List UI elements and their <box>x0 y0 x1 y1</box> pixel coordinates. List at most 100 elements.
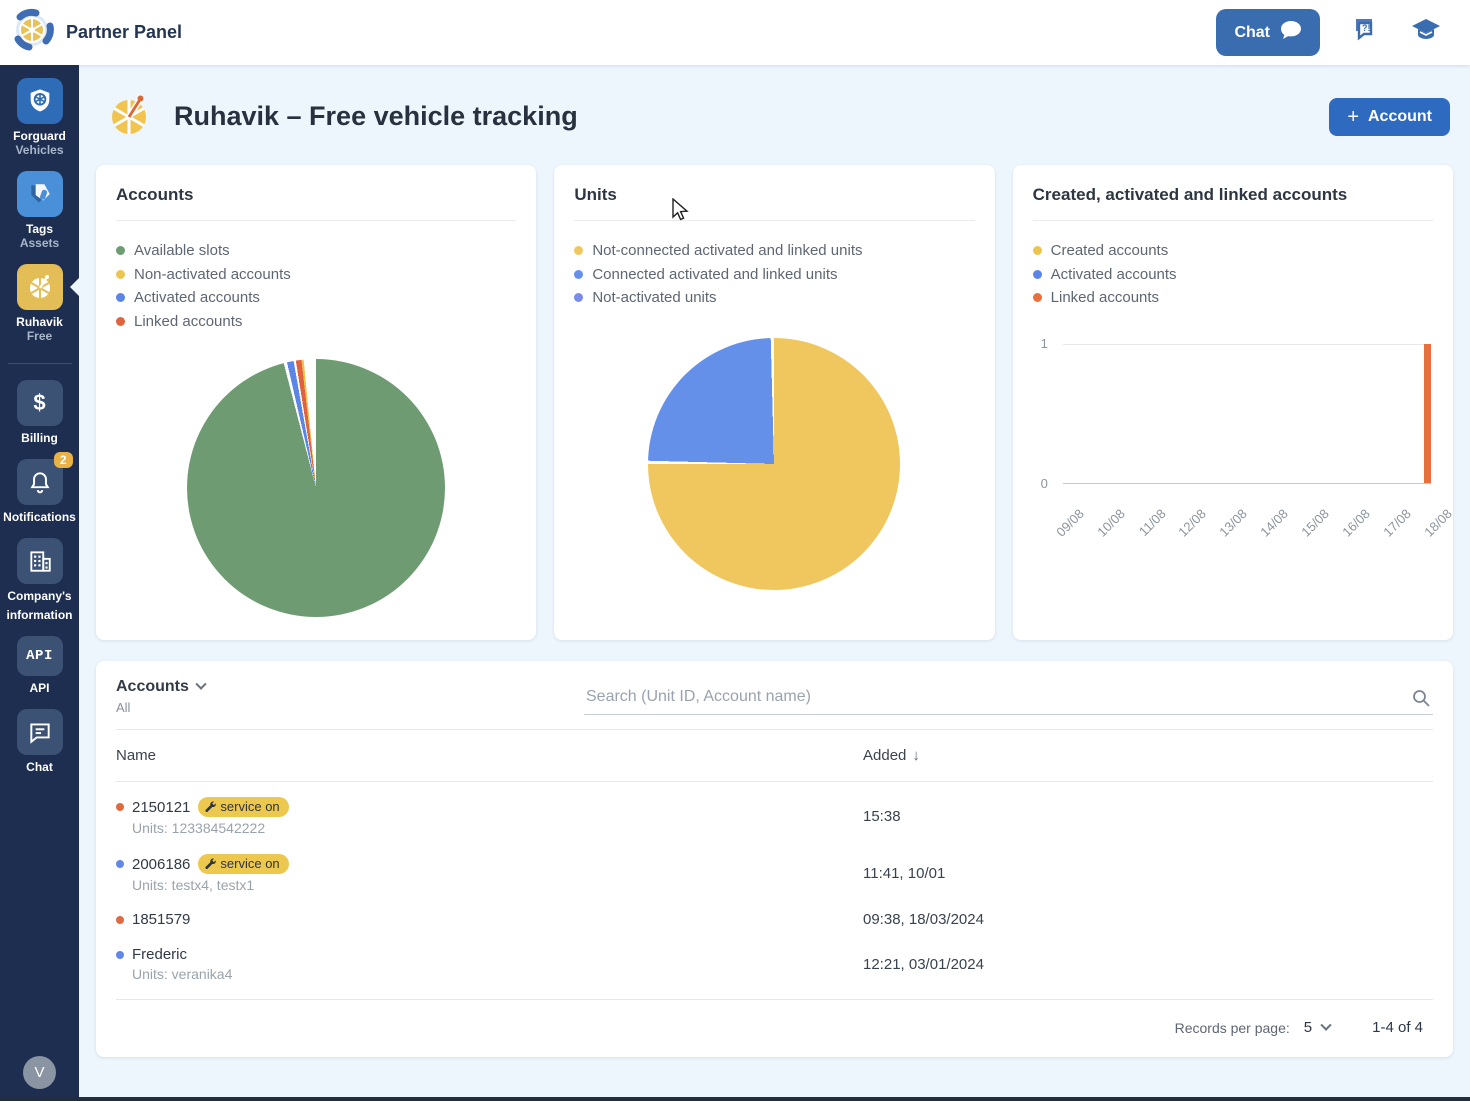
legend-dot <box>574 293 584 303</box>
name-cell: 2006186 service on Units: testx4, testx1 <box>116 854 863 893</box>
accounts-card: Accounts Available slots Non-activated ac… <box>96 165 537 640</box>
sidebar-label: Forguard <box>13 129 66 143</box>
sidebar-sublabel: Assets <box>19 236 60 250</box>
records-per-page-label: Records per page: <box>1174 1019 1290 1036</box>
sidebar-item-ruhavik-free[interactable]: Ruhavik Free <box>0 264 79 343</box>
sidebar-item-notifications[interactable]: 2 Notifications <box>0 452 79 524</box>
legend-dot <box>116 316 125 326</box>
bar-18/08[interactable] <box>1423 343 1431 483</box>
sidebar-label: Company's <box>7 589 72 603</box>
units-list: Units: 123384542222 <box>132 820 266 836</box>
accounts-table-card: Accounts All Name Added <box>96 661 1453 1057</box>
legend-dot <box>1032 293 1042 303</box>
legend-item: Not-connected activated and linked units <box>574 239 974 263</box>
table-filter-value: All <box>116 700 131 715</box>
accounts-pie-chart[interactable] <box>187 359 446 617</box>
ruhavik-icon <box>16 264 63 310</box>
page-title: Ruhavik – Free vehicle tracking <box>174 101 578 131</box>
app-title: Partner Panel <box>66 22 183 42</box>
created-card-title: Created, activated and linked accounts <box>1032 185 1348 204</box>
name-cell: 2150121 service on Units: 123384542222 <box>116 797 863 836</box>
sidebar-item-chat[interactable]: Chat <box>0 709 79 774</box>
added-cell: 11:41, 10/01 <box>863 865 946 882</box>
notifications-badge: 2 <box>53 452 73 468</box>
search-icon[interactable] <box>1411 688 1431 713</box>
status-dot <box>116 803 124 811</box>
top-bar: Partner Panel Chat ?! <box>0 0 1470 65</box>
api-icon: API <box>16 636 63 676</box>
chat-button[interactable]: Chat <box>1216 9 1320 56</box>
search-field <box>584 682 1433 715</box>
created-accounts-card: Created, activated and linked accounts C… <box>1012 165 1455 640</box>
sidebar-label: Ruhavik <box>16 315 63 329</box>
table-filter-dropdown[interactable]: Accounts <box>116 678 584 696</box>
tags-icon <box>16 171 63 217</box>
y-axis-tick: 1 <box>1040 335 1048 351</box>
account-name[interactable]: Frederic <box>132 946 188 963</box>
bell-icon: 2 <box>16 452 73 505</box>
search-input[interactable] <box>584 682 1403 714</box>
sidebar-item-api[interactable]: API API <box>0 636 79 695</box>
sort-descending-icon: ↓ <box>912 747 920 764</box>
sidebar-label: information <box>6 608 73 622</box>
legend-label: Not-activated units <box>592 289 717 306</box>
x-axis-tick-label: 12/08 <box>1175 505 1210 540</box>
sidebar-item-forguard-vehicles[interactable]: Forguard Vehicles <box>0 78 79 157</box>
add-account-button[interactable]: + Account <box>1329 97 1450 136</box>
legend-item: Activated accounts <box>116 286 516 310</box>
user-avatar[interactable]: V <box>23 1056 56 1089</box>
x-axis-tick-label: 17/08 <box>1380 505 1414 540</box>
partner-panel-logo-icon <box>10 8 54 57</box>
status-dot <box>116 915 124 924</box>
table-row[interactable]: 2006186 service on Units: testx4, testx1 11… <box>116 845 1433 902</box>
x-axis-tick-label: 18/08 <box>1421 505 1455 540</box>
legend-label: Non-activated accounts <box>134 265 291 283</box>
pagination-range: 1-4 of 4 <box>1372 1019 1423 1036</box>
units-card: Units Not-connected activated and linked… <box>554 165 995 640</box>
y-axis-tick: 0 <box>1040 475 1048 491</box>
name-cell: 1851579 <box>116 911 863 928</box>
legend-label: Available slots <box>134 242 230 259</box>
legend-item: Available slots <box>116 239 516 263</box>
table-row[interactable]: 1851579 09:38, 18/03/2024 <box>116 902 1433 937</box>
account-name[interactable]: 2150121 <box>132 798 191 816</box>
name-cell: Frederic Units: veranika4 <box>116 946 863 982</box>
sidebar-label: Tags <box>25 222 54 236</box>
ruhavik-logo-icon <box>106 90 154 143</box>
account-name[interactable]: 2006186 <box>132 855 191 873</box>
sidebar-item-company-information[interactable]: Company's information <box>0 538 79 622</box>
legend-dot <box>1032 269 1042 279</box>
feedback-icon[interactable]: ?! <box>1350 15 1380 50</box>
column-header-added[interactable]: Added ↓ <box>863 747 920 764</box>
x-axis-tick-label: 11/08 <box>1135 505 1169 539</box>
table-row[interactable]: 2150121 service on Units: 123384542222 15:3… <box>116 788 1433 845</box>
education-icon[interactable] <box>1410 16 1442 49</box>
service-on-badge: service on <box>198 797 289 817</box>
sidebar-item-tags-assets[interactable]: Tags Assets <box>0 171 79 250</box>
chat-bubble-icon <box>16 709 63 755</box>
legend-item: Activated accounts <box>1032 263 1433 287</box>
x-axis-tick-label: 09/08 <box>1052 505 1087 540</box>
added-cell: 12:21, 03/01/2024 <box>863 955 984 973</box>
units-card-title: Units <box>574 185 617 204</box>
account-name[interactable]: 1851579 <box>132 911 191 928</box>
legend-label: Linked accounts <box>1050 289 1160 306</box>
legend-dot <box>116 293 125 303</box>
sidebar-label: Billing <box>21 431 58 445</box>
forguard-shield-icon <box>16 78 63 124</box>
added-cell: 09:38, 18/03/2024 <box>863 911 984 928</box>
accounts-legend: Available slots Non-activated accounts Act… <box>116 239 516 333</box>
column-header-name[interactable]: Name <box>116 747 157 764</box>
sidebar-label: API <box>29 681 50 695</box>
units-pie-chart[interactable] <box>648 337 901 590</box>
table-row[interactable]: Frederic Units: veranika4 12:21, 03/01/202… <box>116 937 1433 991</box>
service-on-badge: service on <box>198 854 289 874</box>
sidebar-item-billing[interactable]: $ Billing <box>0 380 79 445</box>
units-legend: Not-connected activated and linked units… <box>574 239 974 310</box>
selected-notch <box>70 278 79 296</box>
created-legend: Created accounts Activated accounts Linked… <box>1032 239 1433 310</box>
taskbar-edge <box>0 1097 1470 1101</box>
divider <box>574 220 975 221</box>
accounts-bar-chart[interactable]: 1 0 09/08 10/08 11/08 12/08 13/08 14/08 15/08 1… <box>1041 336 1455 540</box>
records-per-page-select[interactable]: 5 <box>1304 1019 1332 1036</box>
